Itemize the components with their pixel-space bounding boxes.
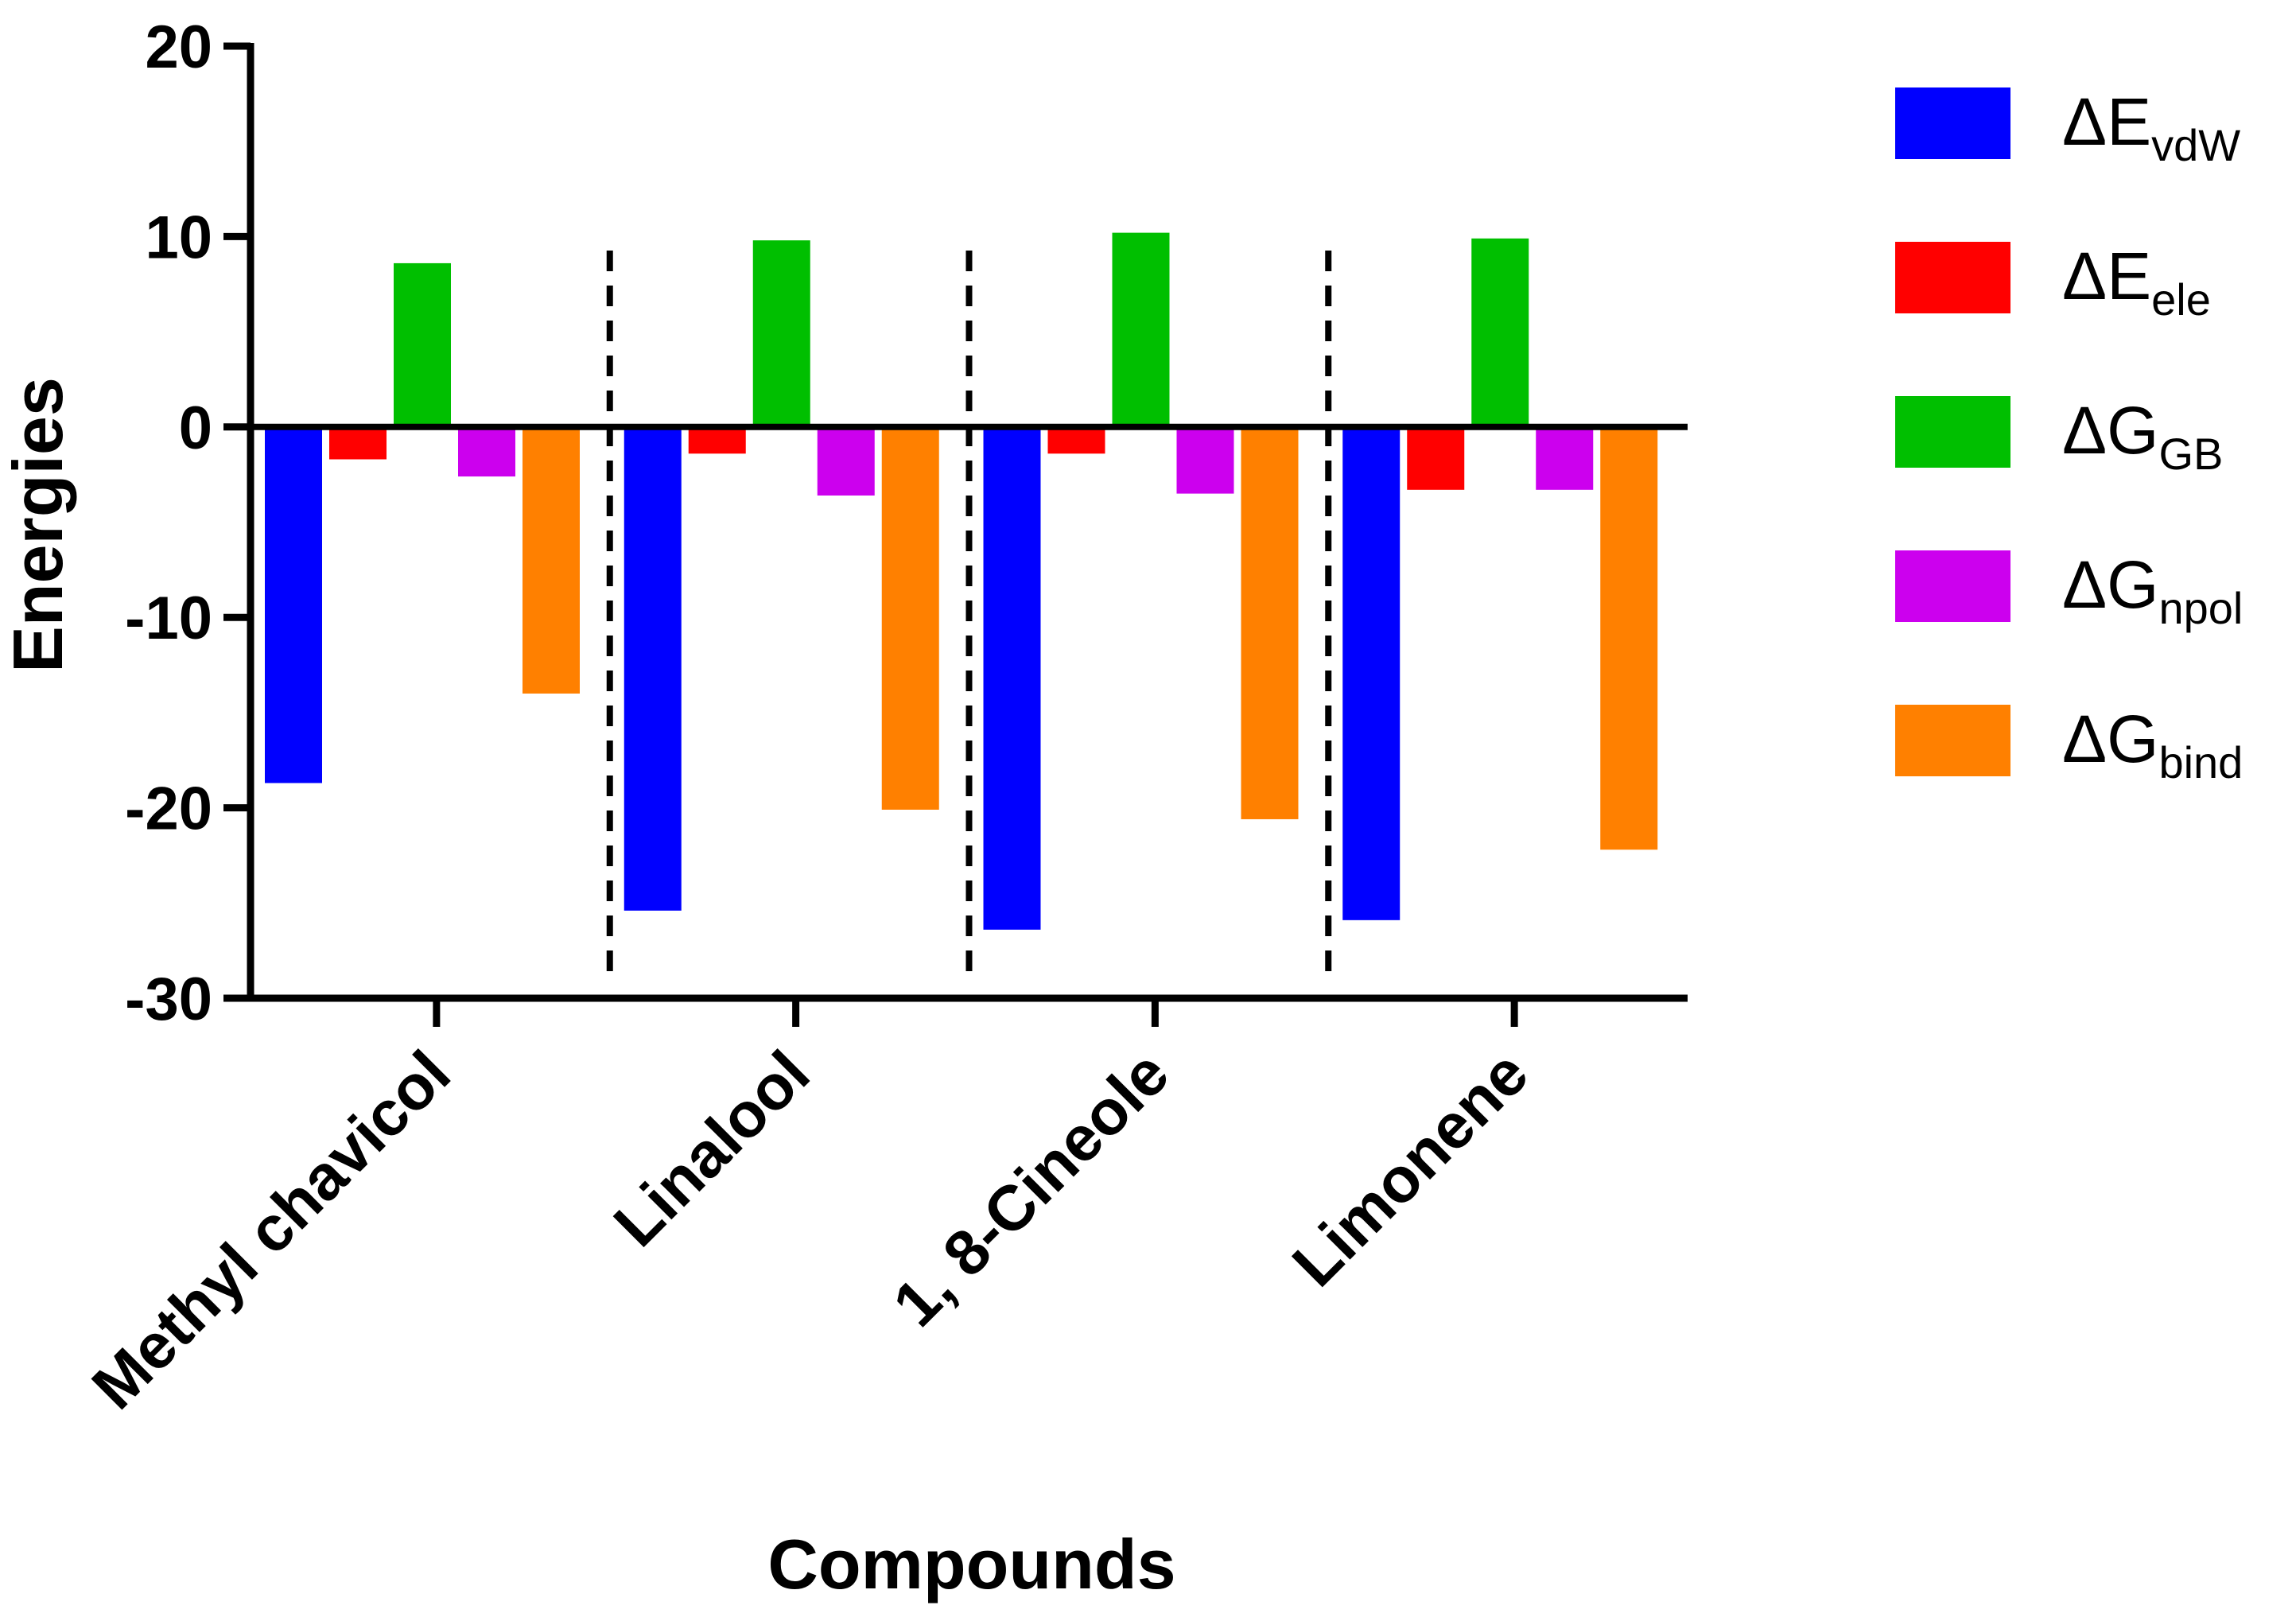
legend-label-bind: ΔGbind — [2062, 702, 2243, 787]
bar-bind-2 — [881, 426, 939, 810]
legend: ΔEvdW ΔEele ΔGGB ΔGnpol ΔGbind — [1895, 84, 2243, 787]
bar-vdw-1 — [265, 426, 322, 783]
bar-gb-4 — [1471, 238, 1529, 427]
bar-npol-2 — [817, 426, 875, 496]
y-tick-label-4: -20 — [125, 776, 212, 843]
x-category-label-4: Limonene — [1279, 1037, 1541, 1300]
bar-bind-4 — [1600, 426, 1658, 850]
y-tick-label-2: 0 — [179, 395, 212, 462]
bar-vdw-4 — [1342, 426, 1401, 920]
bar-bind-3 — [1241, 426, 1299, 819]
bar-ele-2 — [688, 426, 746, 454]
x-axis-categories: Methyl chavicol Linalool 1, 8-Cineole Limon… — [79, 998, 1541, 1422]
bar-ele-3 — [1047, 426, 1105, 454]
bar-gb-1 — [394, 262, 451, 427]
x-axis-title: Compounds — [767, 1525, 1175, 1604]
x-category-label-1: Methyl chavicol — [79, 1037, 464, 1422]
group-separators — [606, 251, 1332, 977]
bar-gb-3 — [1112, 232, 1170, 427]
bar-npol-1 — [458, 426, 515, 477]
bar-npol-4 — [1536, 426, 1594, 490]
y-tick-label-3: -10 — [125, 585, 212, 652]
x-category-label-3: 1, 8-Cineole — [880, 1037, 1182, 1339]
bars-layer — [265, 232, 1658, 930]
y-tick-label-5: -30 — [125, 966, 212, 1033]
legend-label-npol: ΔGnpol — [2062, 547, 2243, 633]
bar-bind-1 — [523, 426, 580, 694]
x-category-label-2: Linalool — [600, 1037, 823, 1260]
legend-label-ele: ΔEele — [2062, 239, 2211, 325]
legend-swatch-bind — [1895, 705, 2010, 776]
axes-layer — [247, 43, 1688, 1002]
legend-label-vdw: ΔEvdW — [2062, 84, 2240, 170]
legend-swatch-npol — [1895, 550, 2010, 622]
bar-ele-4 — [1407, 426, 1465, 490]
y-tick-label-0: 20 — [145, 14, 212, 81]
legend-swatch-vdw — [1895, 87, 2010, 159]
legend-swatch-ele — [1895, 242, 2010, 313]
bar-npol-3 — [1176, 426, 1234, 494]
y-axis-ticks: 20 10 0 -10 -20 -30 — [125, 14, 251, 1033]
legend-label-gb: ΔGGB — [2062, 393, 2223, 479]
bar-vdw-3 — [983, 426, 1041, 930]
bar-ele-1 — [329, 426, 387, 460]
y-axis-title: Energies — [0, 377, 77, 673]
y-tick-label-1: 10 — [145, 204, 212, 271]
bar-gb-2 — [752, 240, 810, 427]
bar-vdw-2 — [624, 426, 682, 911]
legend-swatch-gb — [1895, 396, 2010, 468]
